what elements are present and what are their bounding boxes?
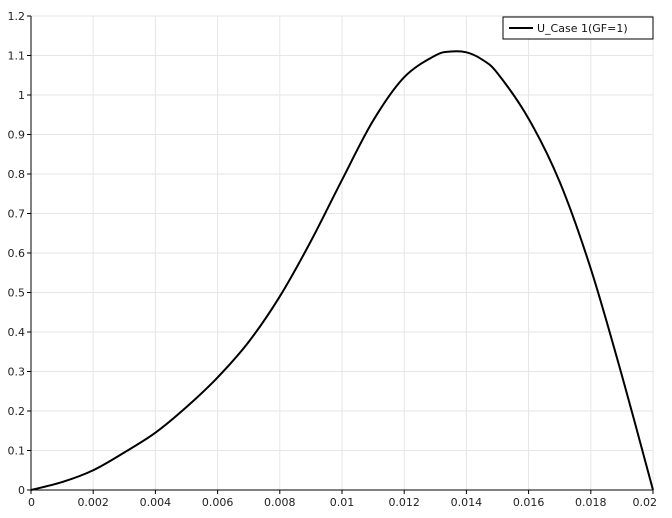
y-tick-label: 0.1 [8, 445, 26, 458]
x-tick-label: 0.012 [388, 496, 420, 509]
y-tick-label: 0.5 [8, 287, 26, 300]
y-tick-label: 0.8 [8, 168, 26, 181]
grid [30, 15, 654, 491]
x-tick-label: 0.008 [264, 496, 296, 509]
y-tick-label: 0.4 [8, 326, 26, 339]
x-tick-label: 0.004 [140, 496, 172, 509]
x-tick-label: 0 [28, 496, 35, 509]
y-tick-label: 0.6 [8, 247, 26, 260]
y-tick-label: 0 [18, 484, 25, 497]
series-group [30, 50, 654, 491]
y-tick-label: 1.2 [8, 10, 26, 23]
y-tick-label: 1 [18, 89, 25, 102]
x-tick-label: 0.02 [633, 496, 658, 509]
y-tick-label: 0.9 [8, 129, 26, 142]
x-tick-label: 0.018 [575, 496, 607, 509]
x-tick-label: 0.016 [513, 496, 545, 509]
series-line-0 [30, 50, 654, 491]
axes [27, 15, 654, 494]
y-tick-label: 1.1 [8, 50, 26, 63]
tick-labels: 0 0.1 0.2 0.3 0.4 0.5 0.6 0.7 0.8 0.9 1 1.1 1.2 0 0.00… [8, 10, 658, 509]
y-tick-label: 0.3 [8, 366, 26, 379]
legend[interactable]: U_Case 1(GF=1) [502, 16, 654, 40]
x-tick-label: 0.01 [330, 496, 355, 509]
legend-entry-label: U_Case 1(GF=1) [537, 22, 628, 35]
x-tick-label: 0.006 [202, 496, 234, 509]
y-tick-label: 0.7 [8, 208, 26, 221]
legend-box [502, 16, 654, 40]
x-tick-label: 0.014 [451, 496, 483, 509]
y-tick-label: 0.2 [8, 405, 26, 418]
x-tick-label: 0.002 [77, 496, 109, 509]
